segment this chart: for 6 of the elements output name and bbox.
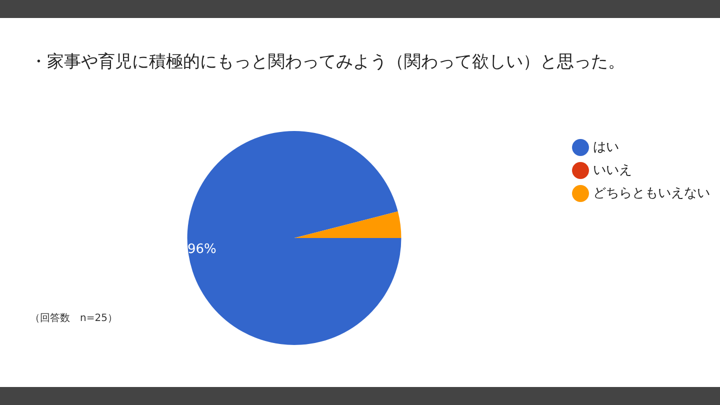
legend-label: はい bbox=[593, 140, 619, 155]
legend-label: どちらともいえない bbox=[593, 186, 710, 201]
legend-label: いいえ bbox=[593, 162, 632, 178]
text: （回答数 n=25） bbox=[30, 312, 118, 325]
chart-title: ・家事や育児に積極的にもっと関わってみよう（関わって欲しい）と思った。 bbox=[30, 51, 625, 73]
data-label: 96% bbox=[187, 242, 216, 258]
